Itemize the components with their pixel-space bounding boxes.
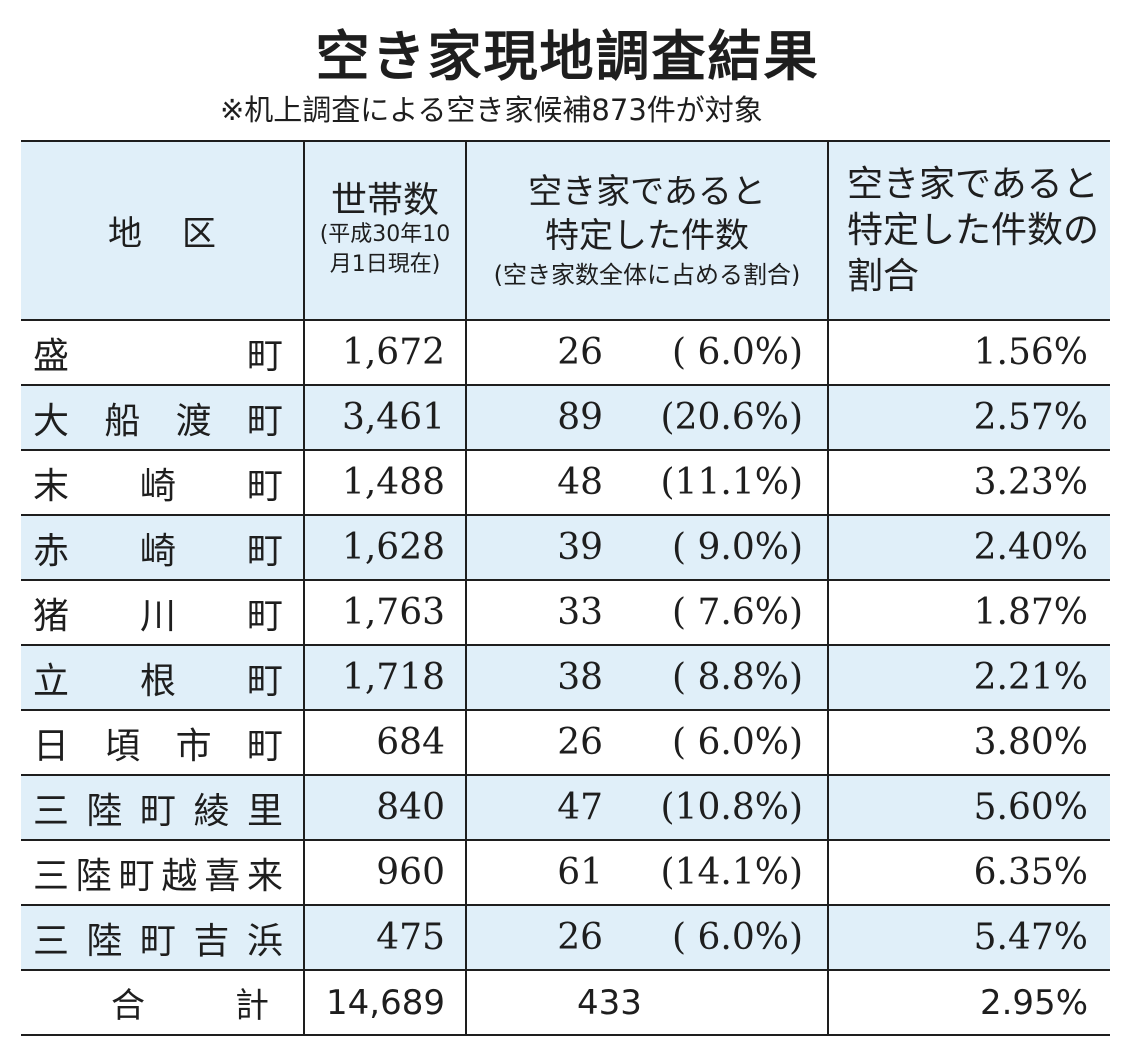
table-row: 大船渡町 3,461 89 (20.6%) 2.57%	[21, 384, 1110, 451]
ratio-cell: 5.47%	[827, 904, 1110, 971]
count-cell: 26 ( 6.0%)	[465, 904, 828, 971]
header-households-main: 世帯数	[330, 179, 439, 221]
count-value: 61	[557, 852, 603, 893]
table-row: 立根町 1,718 38 ( 8.8%) 2.21%	[21, 644, 1110, 711]
header-count-line1: 空き家であると	[528, 171, 766, 212]
table-row: 三陸町吉浜 475 26 ( 6.0%) 5.47%	[21, 904, 1110, 971]
area-cell: 盛町	[21, 319, 304, 386]
share-value: ( 6.0%)	[672, 917, 803, 958]
ratio-cell: 1.56%	[827, 319, 1110, 386]
header-households-sub1: (平成30年10	[319, 221, 451, 247]
households-cell: 960	[303, 839, 466, 906]
header-count: 空き家であると 特定した件数 (空き家数全体に占める割合)	[465, 140, 828, 321]
share-value: (20.6%)	[660, 397, 803, 438]
count-value: 26	[557, 722, 603, 763]
count-cell: 38 ( 8.8%)	[465, 644, 828, 711]
ratio-cell: 3.80%	[827, 709, 1110, 776]
households-cell: 1,763	[303, 579, 466, 646]
area-cell: 日頃市町	[21, 709, 304, 776]
area-cell: 末崎町	[21, 449, 304, 516]
count-cell: 26 ( 6.0%)	[465, 319, 828, 386]
total-ratio-cell: 2.95%	[827, 969, 1110, 1036]
table-row: 末崎町 1,488 48 (11.1%) 3.23%	[21, 449, 1110, 516]
table-row: 日頃市町 684 26 ( 6.0%) 3.80%	[21, 709, 1110, 776]
households-cell: 1,718	[303, 644, 466, 711]
area-cell: 大船渡町	[21, 384, 304, 451]
area-cell: 三陸町綾里	[21, 774, 304, 841]
count-cell: 39 ( 9.0%)	[465, 514, 828, 581]
ratio-cell: 6.35%	[827, 839, 1110, 906]
page-subtitle: ※机上調査による空き家候補873件が対象	[220, 93, 763, 127]
share-value: (10.8%)	[660, 787, 803, 828]
area-cell: 立根町	[21, 644, 304, 711]
header-households-sub2: 月1日現在)	[329, 251, 441, 277]
table-row: 三陸町越喜来 960 61 (14.1%) 6.35%	[21, 839, 1110, 906]
ratio-cell: 1.87%	[827, 579, 1110, 646]
header-households: 世帯数 (平成30年10 月1日現在)	[303, 140, 466, 321]
share-value: (14.1%)	[660, 852, 803, 893]
total-row: 合計 14,689 433 2.95%	[21, 969, 1110, 1036]
share-value: ( 8.8%)	[672, 657, 803, 698]
header-count-sub: (空き家数全体に占める割合)	[493, 260, 801, 289]
count-cell: 26 ( 6.0%)	[465, 709, 828, 776]
households-cell: 1,628	[303, 514, 466, 581]
survey-table: 地区 世帯数 (平成30年10 月1日現在) 空き家であると 特定した件数 (空…	[21, 140, 1110, 1036]
count-cell: 61 (14.1%)	[465, 839, 828, 906]
area-cell: 三陸町吉浜	[21, 904, 304, 971]
ratio-cell: 3.23%	[827, 449, 1110, 516]
households-cell: 1,488	[303, 449, 466, 516]
share-value: ( 9.0%)	[672, 527, 803, 568]
share-value: (11.1%)	[660, 462, 803, 503]
count-value: 26	[557, 332, 603, 373]
count-value: 89	[557, 397, 603, 438]
header-row: 地区 世帯数 (平成30年10 月1日現在) 空き家であると 特定した件数 (空…	[21, 140, 1110, 321]
count-value: 38	[557, 657, 603, 698]
households-cell: 475	[303, 904, 466, 971]
share-value: ( 6.0%)	[672, 332, 803, 373]
count-value: 33	[557, 592, 603, 633]
page-title: 空き家現地調査結果	[315, 25, 820, 88]
households-cell: 840	[303, 774, 466, 841]
header-ratio: 空き家であると特定した件数の割合	[827, 140, 1110, 321]
ratio-cell: 2.40%	[827, 514, 1110, 581]
total-households-cell: 14,689	[303, 969, 466, 1036]
ratio-cell: 2.57%	[827, 384, 1110, 451]
table-row: 盛町 1,672 26 ( 6.0%) 1.56%	[21, 319, 1110, 386]
households-cell: 1,672	[303, 319, 466, 386]
count-cell: 47 (10.8%)	[465, 774, 828, 841]
area-cell: 赤崎町	[21, 514, 304, 581]
total-count-cell: 433	[465, 969, 828, 1036]
ratio-cell: 2.21%	[827, 644, 1110, 711]
count-cell: 89 (20.6%)	[465, 384, 828, 451]
header-area: 地区	[21, 140, 304, 321]
header-count-line2: 特定した件数	[545, 215, 749, 256]
table-row: 猪川町 1,763 33 ( 7.6%) 1.87%	[21, 579, 1110, 646]
count-cell: 33 ( 7.6%)	[465, 579, 828, 646]
count-value: 39	[557, 527, 603, 568]
table-row: 三陸町綾里 840 47 (10.8%) 5.60%	[21, 774, 1110, 841]
total-area-cell: 合計	[21, 969, 304, 1036]
area-cell: 猪川町	[21, 579, 304, 646]
count-cell: 48 (11.1%)	[465, 449, 828, 516]
ratio-cell: 5.60%	[827, 774, 1110, 841]
count-value: 47	[557, 787, 603, 828]
share-value: ( 7.6%)	[672, 592, 803, 633]
count-value: 26	[557, 917, 603, 958]
households-cell: 684	[303, 709, 466, 776]
count-value: 48	[557, 462, 603, 503]
share-value: ( 6.0%)	[672, 722, 803, 763]
households-cell: 3,461	[303, 384, 466, 451]
area-cell: 三陸町越喜来	[21, 839, 304, 906]
table-row: 赤崎町 1,628 39 ( 9.0%) 2.40%	[21, 514, 1110, 581]
